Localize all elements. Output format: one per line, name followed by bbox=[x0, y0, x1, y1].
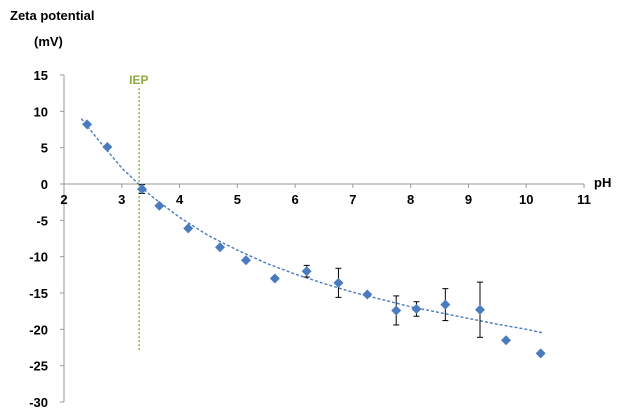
y-tick-label: -20 bbox=[29, 322, 48, 337]
data-point bbox=[241, 255, 251, 266]
x-tick-label: 2 bbox=[60, 192, 67, 207]
x-tick-label: 7 bbox=[349, 192, 356, 207]
y-tick-label: 15 bbox=[34, 68, 48, 83]
data-point bbox=[215, 242, 225, 253]
data-point bbox=[333, 277, 344, 288]
y-tick-label: -10 bbox=[29, 250, 48, 265]
data-point bbox=[411, 303, 422, 314]
trendline bbox=[80, 118, 544, 334]
data-point bbox=[301, 266, 312, 277]
y-tick-label: -25 bbox=[29, 359, 48, 374]
y-tick-label: -15 bbox=[29, 286, 48, 301]
x-tick-label: 11 bbox=[577, 192, 591, 207]
trendline-path bbox=[80, 118, 544, 334]
x-tick-label: 6 bbox=[291, 192, 298, 207]
data-point bbox=[154, 200, 165, 211]
data-point bbox=[535, 348, 546, 359]
data-point bbox=[269, 273, 280, 284]
data-point bbox=[501, 335, 511, 346]
data-point bbox=[183, 223, 194, 234]
x-tick-label: 9 bbox=[465, 192, 472, 207]
data-points bbox=[82, 119, 546, 359]
x-axis-label: pH bbox=[594, 175, 611, 190]
x-tick-label: 4 bbox=[176, 192, 184, 207]
y-tick-label: 0 bbox=[41, 177, 48, 192]
y-tick-label: -5 bbox=[36, 213, 48, 228]
data-point bbox=[440, 299, 451, 310]
x-axis: 2 3 4 5 6 7 8 9 10 11 bbox=[60, 183, 591, 207]
y-tick-label: -30 bbox=[29, 395, 48, 408]
x-tick-label: 10 bbox=[519, 192, 533, 207]
data-point bbox=[82, 119, 93, 130]
iep-marker: IEP bbox=[129, 73, 148, 352]
data-point bbox=[362, 289, 373, 300]
y-axis: 15 10 5 0 -5 -10 -15 -20 -25 -30 bbox=[29, 68, 65, 408]
data-point bbox=[137, 184, 147, 195]
data-point bbox=[102, 141, 113, 152]
error-bars bbox=[139, 184, 483, 338]
x-tick-label: 8 bbox=[407, 192, 414, 207]
y-axis-label-line2: (mV) bbox=[34, 34, 63, 49]
x-tick-label: 5 bbox=[234, 192, 241, 207]
data-point bbox=[475, 304, 485, 315]
y-axis-label-line1: Zeta potential bbox=[10, 8, 95, 23]
y-tick-label: 10 bbox=[34, 104, 48, 119]
iep-label: IEP bbox=[129, 73, 148, 87]
data-point bbox=[391, 305, 402, 316]
y-tick-label: 5 bbox=[41, 141, 48, 156]
x-tick-label: 3 bbox=[118, 192, 125, 207]
